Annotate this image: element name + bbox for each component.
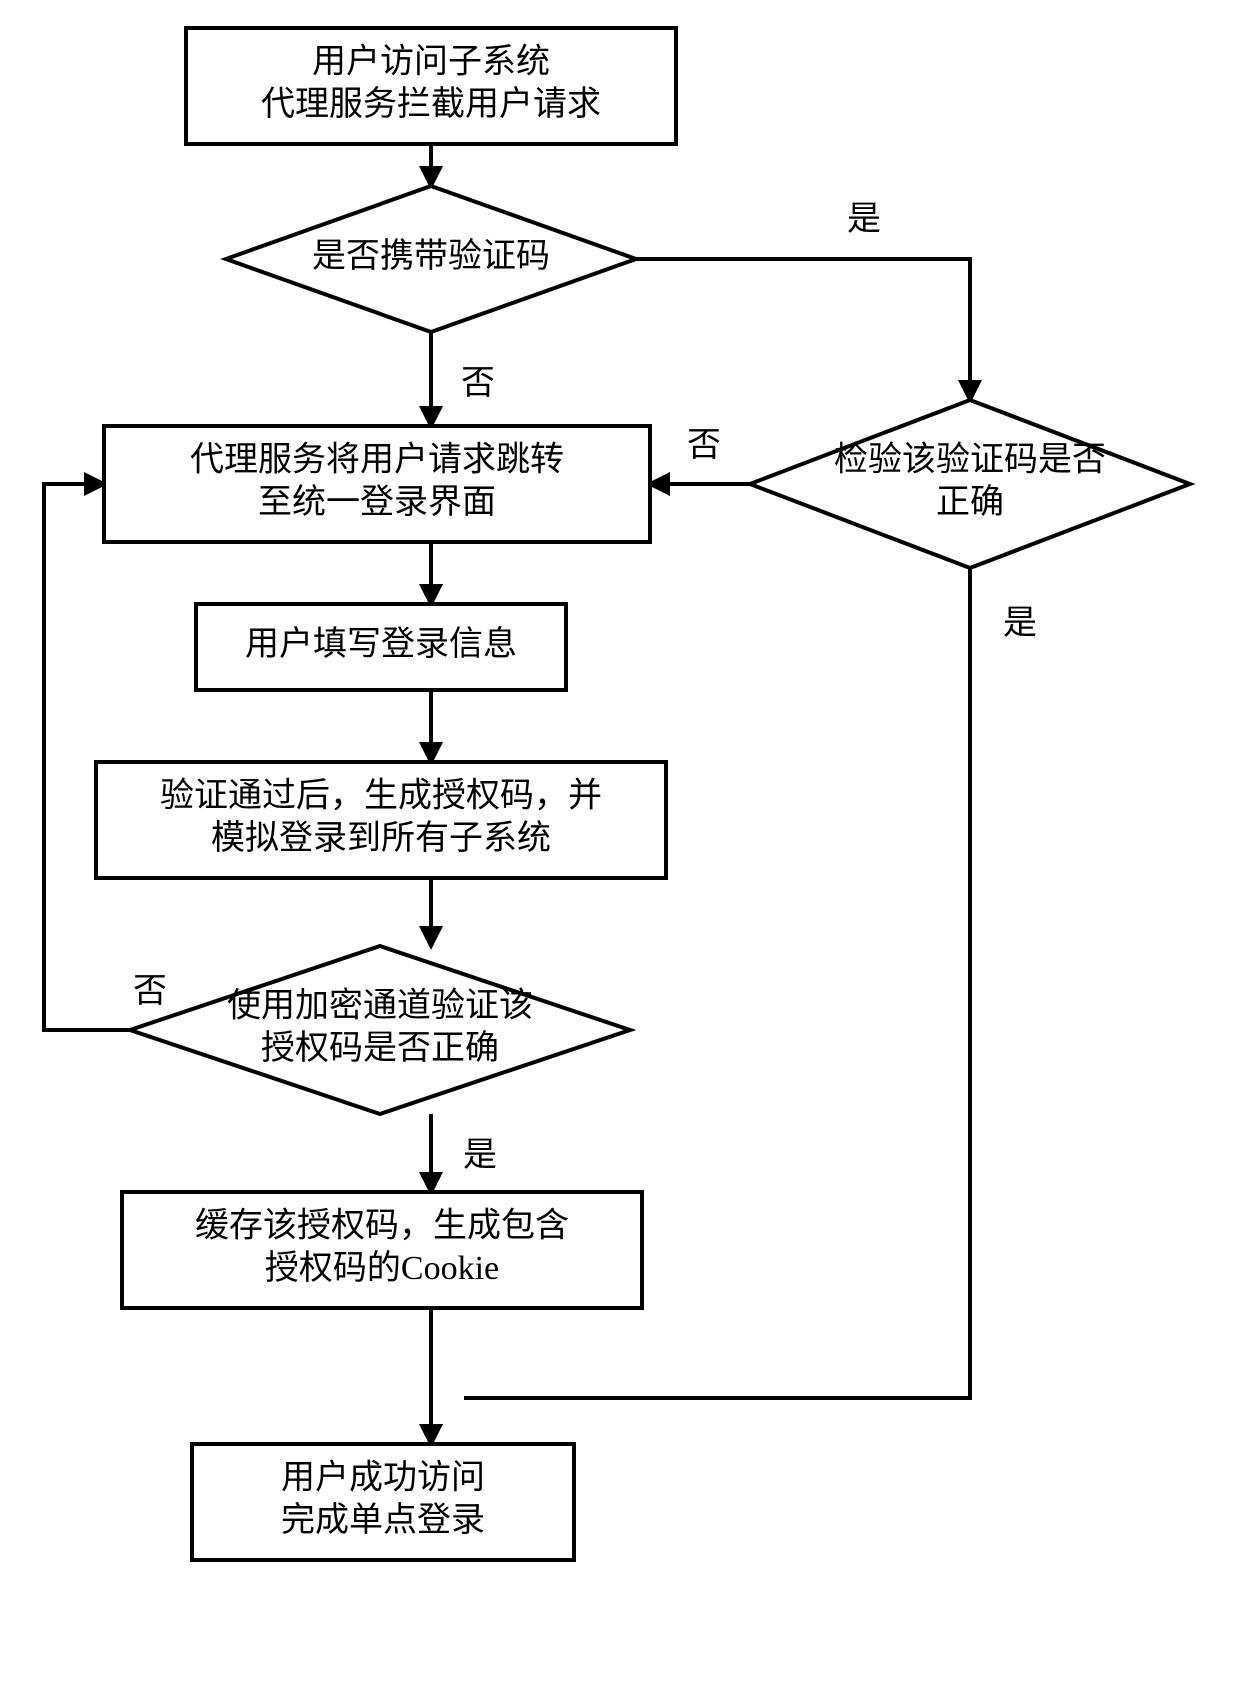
node-text-n6-line0: 验证通过后，生成授权码，并: [160, 777, 602, 815]
node-text-n9-line0: 用户成功访问: [281, 1459, 485, 1497]
edge-label-e5: 是: [1003, 605, 1037, 642]
edge-label-e3: 是: [847, 201, 881, 238]
node-n2: 是否携带验证码: [226, 186, 636, 332]
node-text-n1-line1: 代理服务拦截用户请求: [261, 85, 601, 123]
node-text-n2-line0: 是否携带验证码: [312, 237, 550, 275]
edge-label-e2: 否: [461, 365, 495, 402]
node-n1: 用户访问子系统代理服务拦截用户请求: [186, 28, 676, 144]
node-n8: 缓存该授权码，生成包含授权码的Cookie: [122, 1192, 642, 1308]
node-n9: 用户成功访问完成单点登录: [192, 1444, 574, 1560]
node-n3: 代理服务将用户请求跳转至统一登录界面: [104, 426, 650, 542]
node-n4: 检验该验证码是否正确: [750, 400, 1190, 568]
node-text-n3-line1: 至统一登录界面: [258, 483, 496, 521]
node-text-n4-line0: 检验该验证码是否: [834, 441, 1106, 479]
node-n6: 验证通过后，生成授权码，并模拟登录到所有子系统: [96, 762, 666, 878]
node-text-n8-line0: 缓存该授权码，生成包含: [195, 1207, 569, 1245]
edge-label-e10: 否: [133, 973, 167, 1010]
edge-e10: [44, 484, 130, 1030]
node-text-n1-line0: 用户访问子系统: [312, 43, 550, 81]
node-text-n7-line0: 使用加密通道验证该: [227, 987, 533, 1025]
node-text-n6-line1: 模拟登录到所有子系统: [211, 819, 551, 857]
node-text-n3-line0: 代理服务将用户请求跳转: [190, 441, 564, 479]
edge-e3: [636, 259, 970, 400]
node-text-n4-line1: 正确: [936, 483, 1004, 521]
node-text-n5-line0: 用户填写登录信息: [245, 625, 517, 663]
flowchart-canvas: 否是否是是否用户访问子系统代理服务拦截用户请求是否携带验证码代理服务将用户请求跳…: [0, 0, 1240, 1704]
node-n5: 用户填写登录信息: [196, 604, 566, 690]
edge-label-e9: 是: [463, 1137, 497, 1174]
edge-label-e4: 否: [687, 427, 721, 464]
node-n7: 使用加密通道验证该授权码是否正确: [130, 946, 630, 1114]
node-text-n9-line1: 完成单点登录: [281, 1501, 485, 1539]
node-text-n7-line1: 授权码是否正确: [261, 1029, 499, 1067]
node-text-n8-line1: 授权码的Cookie: [265, 1249, 499, 1287]
